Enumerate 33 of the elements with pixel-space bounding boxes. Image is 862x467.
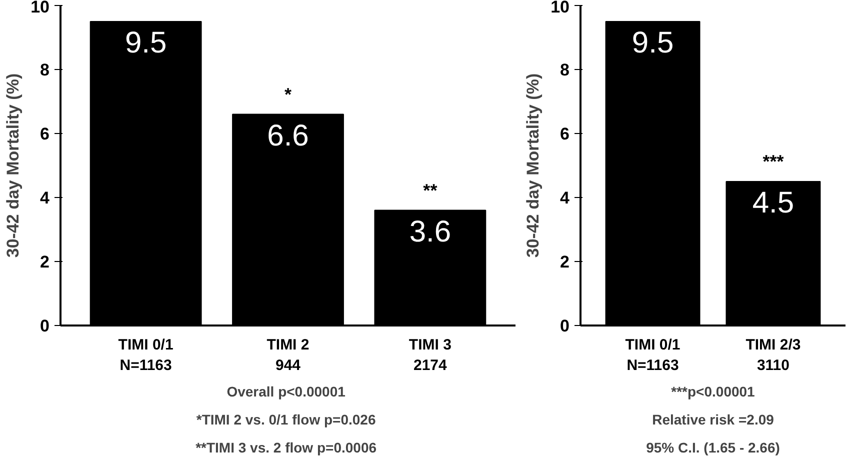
y-tick-label: 6 bbox=[560, 124, 570, 144]
data-label: 4.5 bbox=[752, 186, 794, 220]
y-tick-label: 0 bbox=[40, 316, 50, 336]
x-tick-label: TIMI 2 944 bbox=[266, 336, 310, 374]
data-label: 3.6 bbox=[409, 215, 452, 248]
text: ***p<0.00001 bbox=[671, 384, 756, 400]
y-tick-label: 8 bbox=[560, 60, 570, 80]
y-tick-label: 2 bbox=[560, 252, 570, 272]
y-tick-label: 6 bbox=[40, 124, 50, 144]
text: **TIMI 3 vs. 2 flow p=0.0006 bbox=[196, 440, 377, 456]
data-label: 9.5 bbox=[632, 26, 674, 60]
y-axis-title: 30-42 day Mortality (%) bbox=[524, 73, 543, 258]
text: Overall p<0.00001 bbox=[226, 384, 346, 400]
y-tick-label: 4 bbox=[560, 188, 570, 208]
annotation: ** bbox=[423, 180, 438, 200]
annotation: * bbox=[284, 84, 292, 104]
y-tick-label: 10 bbox=[30, 0, 50, 16]
y-tick-label: 0 bbox=[560, 316, 570, 336]
x-tick-label: TIMI 3 2174 bbox=[408, 336, 452, 374]
x-tick-label: TIMI 0/1 N=1163 bbox=[118, 336, 174, 374]
text: 95% C.I. (1.65 - 2.66) bbox=[646, 440, 780, 456]
data-label: 6.6 bbox=[267, 119, 309, 152]
y-tick-label: 8 bbox=[40, 60, 50, 80]
x-tick-label: TIMI 2/3 3110 bbox=[746, 336, 801, 374]
text: *TIMI 2 vs. 0/1 flow p=0.026 bbox=[196, 412, 376, 428]
y-axis-title: 30-42 day Mortality (%) bbox=[4, 73, 23, 258]
x-tick-label: TIMI 0/1 N=1163 bbox=[625, 336, 680, 374]
y-tick-label: 10 bbox=[550, 0, 570, 16]
annotation: *** bbox=[762, 152, 784, 172]
y-tick-label: 2 bbox=[40, 252, 50, 272]
text: Relative risk =2.09 bbox=[652, 412, 774, 428]
y-tick-label: 4 bbox=[40, 188, 50, 208]
data-label: 9.5 bbox=[124, 26, 167, 60]
